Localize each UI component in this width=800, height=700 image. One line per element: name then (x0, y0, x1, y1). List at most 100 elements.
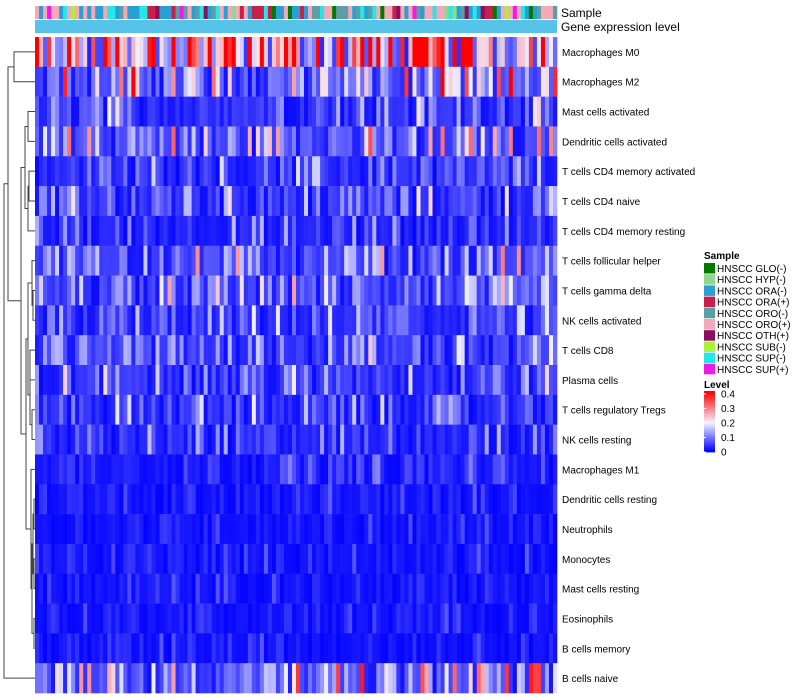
heatmap-cell (111, 96, 116, 127)
heatmap-cell (380, 514, 385, 545)
heatmap-cell (135, 37, 140, 68)
heatmap-cell (376, 543, 381, 575)
heatmap-cell (484, 365, 490, 396)
heatmap-cell (396, 424, 401, 455)
heatmap-cell (111, 633, 116, 664)
heatmap-cell (175, 603, 180, 634)
sample-track-cell (484, 6, 490, 19)
heatmap-cell (75, 156, 80, 187)
heatmap-cell (360, 543, 365, 575)
heatmap-cell (143, 37, 148, 68)
heatmap-cell (524, 37, 530, 68)
heatmap-cell (396, 454, 401, 485)
heatmap-cell (147, 365, 152, 396)
heatmap-cell (392, 66, 397, 97)
row-label: Monocytes (562, 555, 610, 566)
heatmap-cell (163, 454, 168, 485)
heatmap-cell (63, 215, 68, 247)
heatmap-cell (400, 275, 405, 306)
heatmap-cell (191, 633, 196, 664)
heatmap-cell (223, 37, 229, 68)
heatmap-cell (296, 514, 301, 545)
heatmap-cell (219, 543, 225, 575)
heatmap-cell (536, 66, 542, 97)
heatmap-cell (127, 96, 132, 127)
heatmap-cell (79, 96, 84, 127)
heatmap-cell (279, 275, 285, 306)
heatmap-cell (388, 454, 393, 485)
heatmap-cell (115, 215, 120, 247)
heatmap-cell (372, 245, 377, 276)
heatmap-cell (103, 454, 108, 485)
heatmap-cell (444, 424, 449, 455)
heatmap-cell (159, 663, 164, 694)
heatmap-cell (287, 365, 293, 396)
heatmap-cell (99, 454, 104, 485)
heatmap-cell (372, 514, 377, 545)
heatmap-cell (59, 663, 64, 694)
heatmap-cell (199, 394, 204, 425)
heatmap-cell (79, 633, 84, 664)
heatmap-cell (103, 215, 108, 247)
heatmap-cell (227, 156, 233, 187)
heatmap-cell (368, 454, 373, 485)
heatmap-cell (207, 186, 212, 217)
heatmap-cell (235, 603, 241, 634)
heatmap-cell (468, 275, 473, 306)
heatmap-cell (492, 215, 498, 247)
heatmap-cell (468, 245, 473, 276)
heatmap-cell (396, 186, 401, 217)
heatmap-cell (496, 573, 502, 604)
heatmap-cell (291, 245, 297, 276)
heatmap-cell (195, 305, 200, 336)
heatmap-cell (223, 245, 229, 276)
heatmap-cell (552, 335, 558, 366)
heatmap-cell (283, 96, 289, 127)
heatmap-cell (67, 603, 72, 634)
heatmap-cell (143, 156, 148, 187)
heatmap-cell (167, 126, 172, 157)
heatmap-cell (59, 126, 64, 157)
heatmap-cell (191, 335, 196, 366)
heatmap-cell (167, 305, 172, 336)
heatmap-cell (115, 484, 120, 515)
level-legend-gradient-step (704, 436, 715, 439)
heatmap-cell (540, 454, 546, 485)
heatmap-cell (43, 663, 48, 694)
heatmap-cell (452, 126, 457, 157)
heatmap-cell (504, 394, 510, 425)
heatmap-cell (488, 484, 494, 515)
heatmap-cell (139, 424, 144, 455)
heatmap-cell (191, 186, 196, 217)
heatmap-cell (287, 335, 293, 366)
heatmap-cell (275, 633, 281, 664)
heatmap-cell (43, 96, 48, 127)
heatmap-cell (340, 663, 345, 694)
heatmap-cell (460, 245, 465, 276)
heatmap-cell (95, 305, 100, 336)
heatmap-cell (444, 126, 449, 157)
heatmap-cell (183, 275, 188, 306)
heatmap-cell (440, 215, 445, 247)
heatmap-cell (496, 424, 502, 455)
heatmap-cell (332, 603, 337, 634)
heatmap-cell (47, 633, 52, 664)
sample-track-cell (135, 6, 140, 19)
heatmap-cell (119, 394, 124, 425)
heatmap-cell (275, 156, 281, 187)
sample-track-cell (79, 6, 84, 19)
heatmap-cell (372, 484, 377, 515)
heatmap-cell (255, 186, 261, 217)
heatmap-cell (167, 275, 172, 306)
heatmap-cell (340, 454, 345, 485)
heatmap-cell (127, 215, 132, 247)
heatmap-cell (500, 66, 506, 97)
heatmap-cell (436, 365, 441, 396)
heatmap-cell (39, 66, 44, 97)
heatmap-cell (324, 543, 329, 575)
heatmap-cell (524, 275, 530, 306)
sample-track-cell (163, 6, 168, 19)
heatmap-cell (231, 424, 237, 455)
heatmap-cell (231, 394, 237, 425)
heatmap-cell (147, 305, 152, 336)
